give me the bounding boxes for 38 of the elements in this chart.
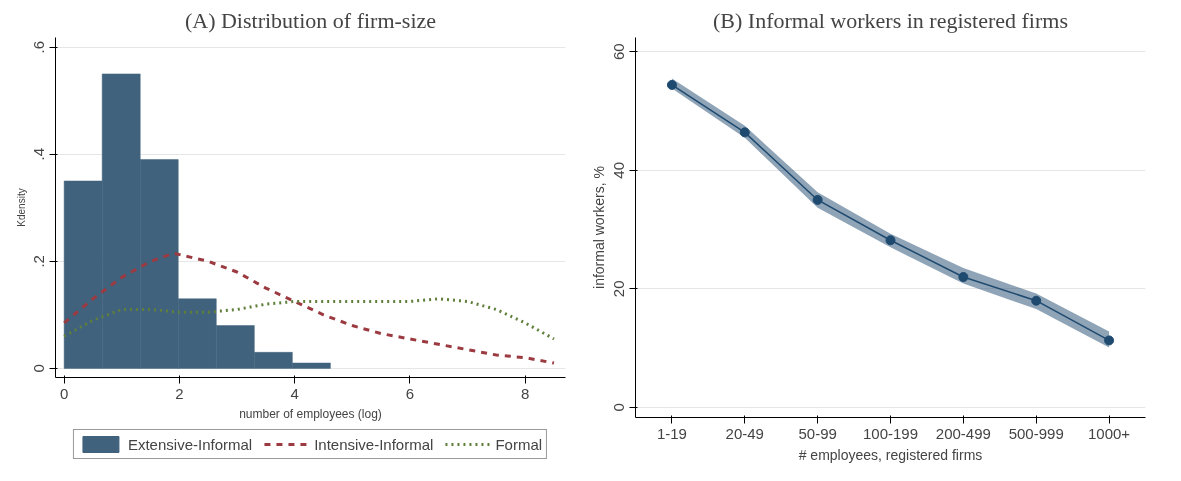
chart-title: (A) Distribution of firm-size <box>184 7 437 33</box>
x-tick-label: 20-49 <box>725 424 764 442</box>
legend-label: Formal <box>495 435 543 453</box>
y-tick-label: 40 <box>610 161 628 179</box>
y-tick-label: .4 <box>30 147 48 161</box>
line-series <box>62 297 556 341</box>
legend-label: Intensive-Informal <box>314 435 434 453</box>
x-tick-label: 50-99 <box>798 424 837 442</box>
x-axis-title: number of employees (log) <box>239 406 382 421</box>
y-axis-title: Kdensity <box>15 188 27 227</box>
y-tick-label: 0 <box>30 364 48 373</box>
x-tick-label: 1-19 <box>656 424 687 442</box>
chart-title: (B) Informal workers in registered firms <box>713 7 1068 33</box>
point <box>666 79 677 90</box>
x-tick-label: 200-499 <box>935 424 991 442</box>
x-tick-label: 4 <box>290 384 299 402</box>
x-tick-label: 100-199 <box>862 424 919 442</box>
y-axis-title: informal workers, % <box>590 166 607 289</box>
y-tick-label: 20 <box>610 280 628 298</box>
point <box>958 272 969 282</box>
legend-label: Extensive-Informal <box>127 435 253 453</box>
point <box>812 194 823 205</box>
x-tick-label: 500-999 <box>1008 424 1064 442</box>
line-series <box>62 251 556 365</box>
y-tick-label: 0 <box>610 403 628 412</box>
point <box>1104 335 1115 346</box>
point <box>885 235 896 246</box>
y-tick-label: .2 <box>30 255 48 268</box>
point <box>739 127 750 138</box>
x-tick-label: 1000+ <box>1088 424 1131 442</box>
point <box>1031 295 1042 306</box>
x-tick-label: 0 <box>59 384 69 402</box>
x-tick-label: 8 <box>520 384 530 402</box>
y-tick-label: .6 <box>30 40 48 54</box>
x-tick-label: 2 <box>175 384 184 402</box>
x-axis-title: # employees, registered firms <box>798 446 983 463</box>
y-tick-label: 60 <box>610 43 628 61</box>
x-tick-label: 6 <box>405 384 415 402</box>
